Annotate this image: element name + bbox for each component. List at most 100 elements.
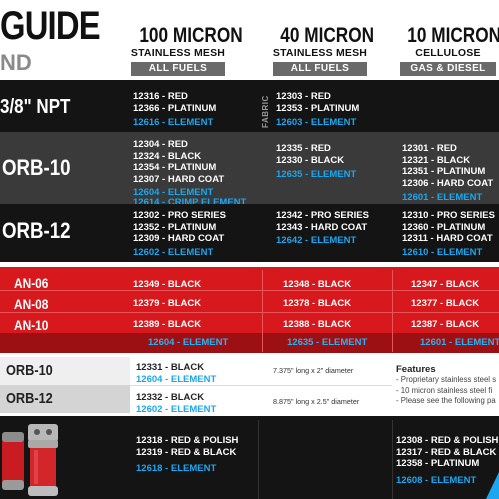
feature-item: - 10 micron stainless steel fi <box>396 385 493 395</box>
element-number: 12608 - ELEMENT <box>396 474 477 486</box>
part-number: 12319 - RED & BLACK <box>136 446 237 458</box>
compact-orb12-label-bg <box>0 385 130 413</box>
row-label-npt: 3/8" NPT <box>0 96 71 118</box>
fabric-tag: FABRIC <box>261 92 271 128</box>
an06-c2: 12348 - BLACK <box>283 279 352 290</box>
row-an-element-strip <box>0 333 499 353</box>
part-number: 12306 - HARD COAT <box>402 177 494 189</box>
element-number: 12601 - ELEMENT <box>402 192 483 203</box>
part-number: 12332 - BLACK <box>136 392 205 403</box>
compact-orb10-label-bg <box>0 357 130 385</box>
part-number: 12352 - PLATINUM <box>133 221 217 233</box>
part-number: 12316 - RED <box>133 91 188 102</box>
column-micron: 100 MICRON <box>139 24 243 47</box>
fabric-tag-text: FABRIC <box>261 95 270 128</box>
part-number: 12317 - RED & BLACK <box>396 446 497 458</box>
compact-orb10-dimensions: 7.375" long x 2" diameter <box>273 366 354 375</box>
an-c1-element: 12604 - ELEMENT <box>148 337 229 348</box>
element-number: 12604 - ELEMENT <box>136 373 217 385</box>
row-an <box>0 267 499 333</box>
row-polish-c1: 12318 - RED & POLISH 12319 - RED & BLACK… <box>136 435 238 475</box>
an08-c2: 12378 - BLACK <box>283 298 352 309</box>
element-number: 12610 - ELEMENT <box>402 246 483 258</box>
divider <box>130 385 392 386</box>
part-number: 12360 - PLATINUM <box>402 221 486 233</box>
corner-accent <box>486 472 499 499</box>
column-material: STAINLESS MESH <box>130 47 226 59</box>
row-orb12-c3: 12310 - PRO SERIES 12360 - PLATINUM 1231… <box>402 210 495 258</box>
part-number: 12353 - PLATINUM <box>276 102 360 114</box>
element-number: 12616 - ELEMENT <box>133 117 214 128</box>
row-npt <box>0 80 499 132</box>
part-number: 12324 - BLACK <box>133 150 202 162</box>
an08-c1: 12379 - BLACK <box>133 298 202 309</box>
part-number: 12303 - RED <box>276 91 331 102</box>
part-number: 12310 - PRO SERIES <box>402 210 495 221</box>
row-orb12 <box>0 204 499 262</box>
part-number: 12331 - BLACK <box>136 362 205 373</box>
divider <box>262 270 263 352</box>
guide-subtitle: ND <box>0 50 32 75</box>
row-label-orb12: ORB-12 <box>2 218 71 243</box>
part-number: 12330 - BLACK <box>276 154 345 166</box>
part-number: 12335 - RED <box>276 143 331 154</box>
feature-item: - Please see the following pa <box>396 396 496 405</box>
element-number: 12604 - ELEMENT <box>133 187 214 198</box>
element-number: 12603 - ELEMENT <box>276 117 357 128</box>
part-number: 12309 - HARD COAT <box>133 233 225 244</box>
divider <box>0 290 499 291</box>
guide-title: GUIDE <box>0 4 101 48</box>
row-label-compact-orb10: ORB-10 <box>6 362 53 379</box>
part-number: 12321 - BLACK <box>402 154 471 166</box>
row-polish <box>0 416 499 499</box>
column-micron: 10 MICRON <box>407 24 499 47</box>
column-header-10-micron: 10 MICRON CELLULOSE GAS & DIESEL <box>397 25 499 76</box>
column-header-100-micron: 100 MICRON STAINLESS MESH ALL FUELS <box>128 25 243 76</box>
an06-c3: 12347 - BLACK <box>411 279 480 290</box>
divider <box>392 270 393 352</box>
column-fuel-badge: ALL FUELS <box>273 61 367 76</box>
divider <box>0 312 499 313</box>
column-header-40-micron: 40 MICRON STAINLESS MESH ALL FUELS <box>270 25 374 76</box>
part-number: 12302 - PRO SERIES <box>133 210 226 221</box>
row-polish-c3: 12308 - RED & POLISH 12317 - RED & BLACK… <box>396 435 498 486</box>
row-orb10-c3: 12301 - RED 12321 - BLACK 12351 - PLATIN… <box>402 143 493 204</box>
part-number: 12311 - HARD COAT <box>402 233 493 244</box>
part-number: 12366 - PLATINUM <box>133 102 217 114</box>
row-orb10-c1: 12304 - RED 12324 - BLACK 12354 - PLATIN… <box>133 139 246 208</box>
part-number: 12304 - RED <box>133 139 188 150</box>
part-number: 12301 - RED <box>402 143 457 154</box>
part-number: 12343 - HARD COAT <box>276 221 368 233</box>
row-label-an10: AN-10 <box>14 317 49 333</box>
column-fuel-badge: GAS & DIESEL <box>400 61 496 76</box>
part-number: 12318 - RED & POLISH <box>136 435 239 446</box>
row-label-an06: AN-06 <box>14 275 49 291</box>
an-c2-element: 12635 - ELEMENT <box>287 337 368 348</box>
row-orb12-c1: 12302 - PRO SERIES 12352 - PLATINUM 1230… <box>133 210 226 258</box>
part-number: 12354 - PLATINUM <box>133 162 217 173</box>
column-fuel-badge: ALL FUELS <box>131 61 225 76</box>
row-label-compact-orb12: ORB-12 <box>6 390 53 407</box>
an06-c1: 12349 - BLACK <box>133 279 202 290</box>
element-number: 12602 - ELEMENT <box>133 246 214 258</box>
column-material: CELLULOSE <box>415 47 481 59</box>
an-c3-element: 12601 - ELEMENT <box>420 337 499 348</box>
features-title: Features <box>396 364 436 375</box>
element-number: 12642 - ELEMENT <box>276 235 357 246</box>
row-npt-c1: 12316 - RED 12366 - PLATINUM 12616 - ELE… <box>133 91 216 129</box>
row-npt-c2: 12303 - RED 12353 - PLATINUM 12603 - ELE… <box>276 91 359 129</box>
an08-c3: 12377 - BLACK <box>411 298 480 309</box>
features-panel: Features - Proprietary stainless steel s… <box>396 364 499 407</box>
element-number: 12618 - ELEMENT <box>136 463 217 474</box>
part-number: 12342 - PRO SERIES <box>276 210 369 221</box>
an10-c3: 12387 - BLACK <box>411 319 480 330</box>
column-micron: 40 MICRON <box>280 24 375 47</box>
compact-orb12-c1: 12332 - BLACK 12602 - ELEMENT <box>136 392 216 415</box>
divider <box>392 420 393 499</box>
row-label-orb10: ORB-10 <box>2 155 71 180</box>
row-orb10 <box>0 132 499 204</box>
part-number: 12351 - PLATINUM <box>402 166 486 177</box>
divider <box>258 420 259 499</box>
row-orb12-c2: 12342 - PRO SERIES 12343 - HARD COAT 126… <box>276 210 369 247</box>
element-number: 12635 - ELEMENT <box>276 169 357 180</box>
